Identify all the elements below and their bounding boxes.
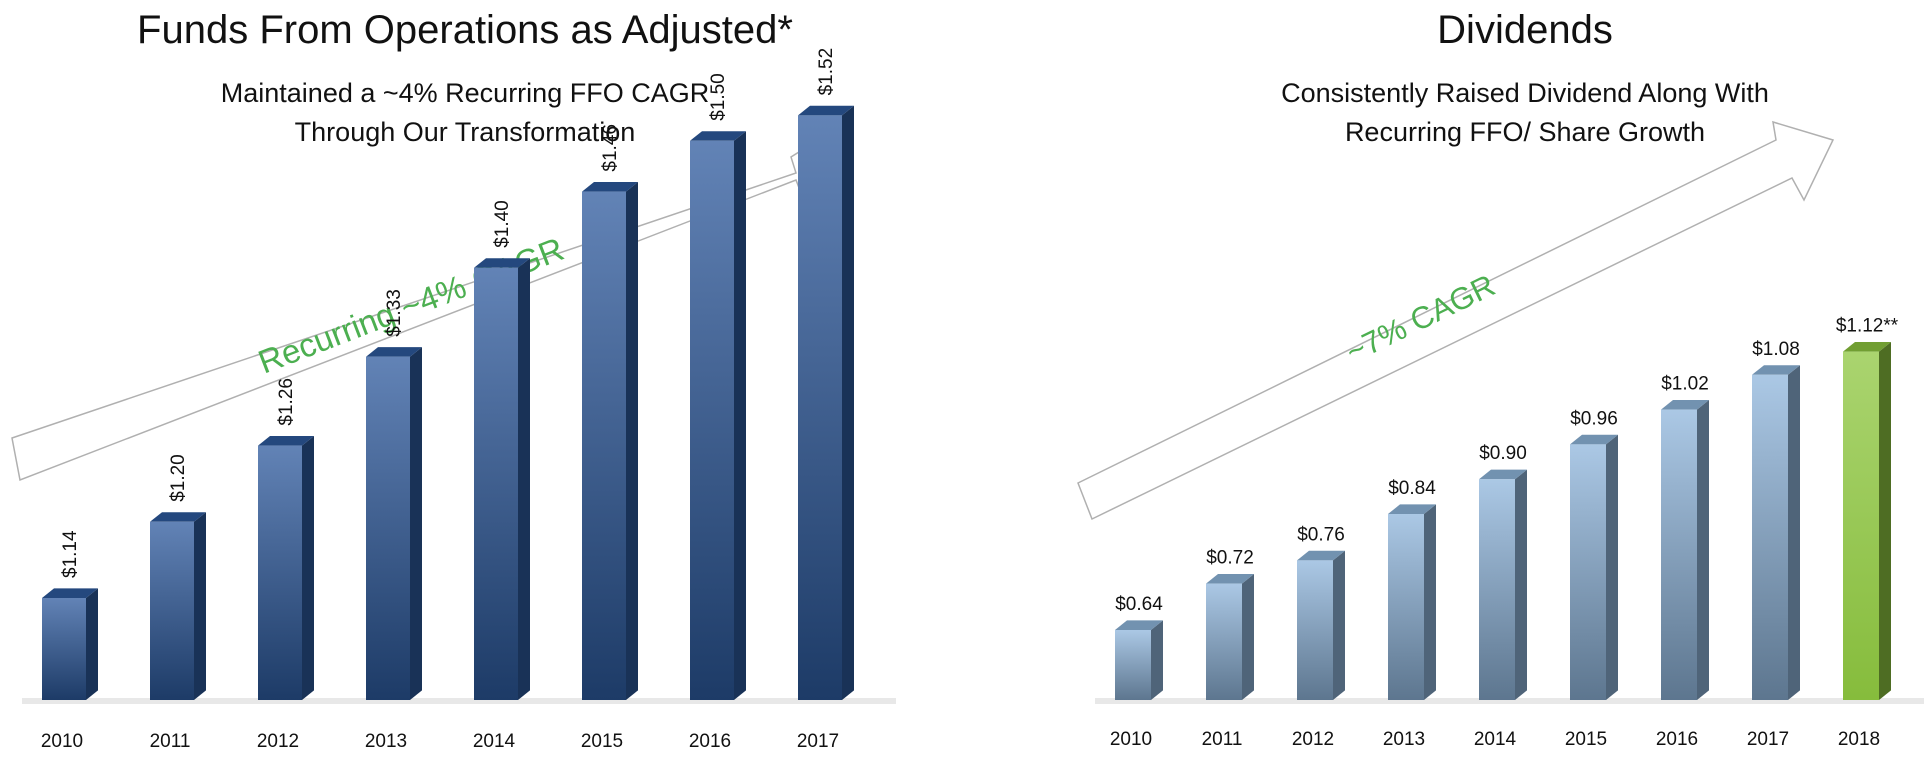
- ffo-bar-2013: [366, 347, 422, 700]
- ffo-bar-2012: [258, 436, 314, 700]
- div-x-tick-2018: 2018: [1838, 729, 1880, 750]
- div-bar-2013: [1388, 504, 1436, 700]
- ffo-subtitle-line-2: Through Our Transformation: [294, 117, 636, 147]
- dividends-bar-chart: ~7% CAGR$0.642010$0.722011$0.762012$0.84…: [1077, 120, 1924, 750]
- div-data-label-2017: $1.08: [1752, 339, 1800, 360]
- ffo-data-label-2017: $1.52: [816, 48, 837, 96]
- ffo-bar-2011: [150, 512, 206, 700]
- ffo-data-label-2014: $1.40: [492, 200, 513, 248]
- div-trend-arrow: [1077, 120, 1835, 521]
- ffo-x-tick-2011: 2011: [150, 731, 191, 752]
- dividends-chart-title: Dividends: [1437, 8, 1613, 52]
- div-bar-2017: [1752, 365, 1800, 700]
- div-x-tick-2012: 2012: [1292, 729, 1334, 750]
- div-data-label-2011: $0.72: [1206, 548, 1254, 569]
- div-floor: [1095, 698, 1924, 704]
- ffo-panel: Funds From Operations as Adjusted* Maint…: [0, 0, 920, 766]
- div-x-tick-2011: 2011: [1202, 729, 1243, 750]
- div-bar-2011: [1206, 574, 1254, 700]
- ffo-data-label-2012: $1.26: [276, 378, 297, 426]
- ffo-x-tick-2016: 2016: [689, 731, 731, 752]
- ffo-data-label-2015: $1.46: [600, 124, 621, 172]
- div-bar-2018: [1843, 342, 1891, 700]
- div-data-label-2013: $0.84: [1388, 478, 1436, 499]
- div-bar-2016: [1661, 400, 1709, 700]
- div-data-label-2010: $0.64: [1115, 594, 1163, 615]
- dividends-subtitle-line-1: Consistently Raised Dividend Along With: [1281, 78, 1769, 108]
- ffo-bar-2017: [798, 105, 854, 701]
- div-x-tick-2010: 2010: [1110, 729, 1152, 750]
- ffo-x-tick-2012: 2012: [257, 731, 299, 752]
- ffo-data-label-2011: $1.20: [168, 454, 189, 502]
- ffo-bar-2015: [582, 182, 638, 700]
- dividends-chart-subtitle: Consistently Raised Dividend Along With …: [1060, 74, 1926, 152]
- ffo-chart-title: Funds From Operations as Adjusted*: [137, 8, 793, 52]
- ffo-x-tick-2017: 2017: [797, 731, 839, 752]
- div-bar-2010: [1115, 620, 1163, 700]
- div-x-tick-2015: 2015: [1565, 729, 1607, 750]
- div-data-label-2016: $1.02: [1661, 374, 1709, 395]
- ffo-x-tick-2014: 2014: [473, 731, 516, 752]
- div-bar-2012: [1297, 550, 1345, 700]
- div-x-tick-2014: 2014: [1474, 729, 1517, 750]
- ffo-bar-chart: Recurring ~4% CAGR$1.142010$1.202011$1.2…: [11, 48, 896, 752]
- ffo-bar-2014: [474, 258, 530, 700]
- div-data-label-2015: $0.96: [1570, 408, 1618, 429]
- dividends-panel: Dividends Consistently Raised Dividend A…: [1060, 0, 1926, 766]
- ffo-bar-2010: [42, 588, 98, 700]
- ffo-subtitle-line-1: Maintained a ~4% Recurring FFO CAGR: [220, 78, 710, 108]
- ffo-data-label-2010: $1.14: [60, 530, 81, 578]
- ffo-x-tick-2013: 2013: [365, 731, 407, 752]
- dividends-subtitle-line-2: Recurring FFO/ Share Growth: [1344, 117, 1706, 147]
- div-x-tick-2016: 2016: [1656, 729, 1698, 750]
- ffo-floor: [22, 698, 896, 704]
- div-bar-2015: [1570, 434, 1618, 700]
- div-data-label-2018: $1.12**: [1836, 316, 1899, 337]
- div-data-label-2012: $0.76: [1297, 524, 1345, 545]
- ffo-bar-2016: [690, 131, 746, 701]
- ffo-x-tick-2015: 2015: [581, 731, 623, 752]
- ffo-chart-subtitle: Maintained a ~4% Recurring FFO CAGR Thro…: [0, 74, 930, 152]
- div-data-label-2014: $0.90: [1479, 443, 1527, 464]
- ffo-data-label-2013: $1.33: [384, 289, 405, 337]
- ffo-data-label-2016: $1.50: [708, 73, 729, 121]
- div-bar-2014: [1479, 469, 1527, 700]
- div-x-tick-2013: 2013: [1383, 729, 1425, 750]
- div-x-tick-2017: 2017: [1747, 729, 1789, 750]
- ffo-x-tick-2010: 2010: [41, 731, 83, 752]
